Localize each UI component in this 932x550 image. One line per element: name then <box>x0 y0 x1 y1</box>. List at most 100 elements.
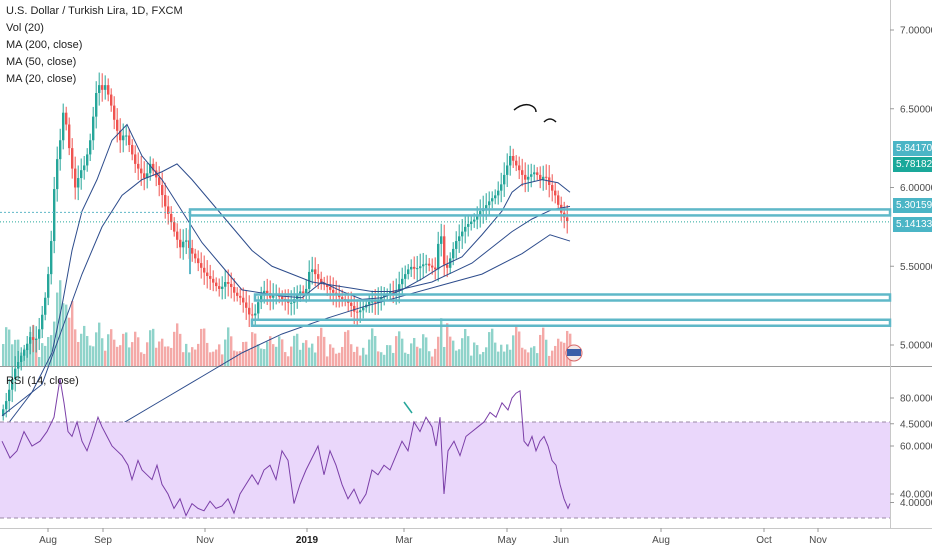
candle-body <box>404 274 407 279</box>
time-tick-label: Mar <box>395 535 413 546</box>
candle-body <box>248 307 251 315</box>
volume-bar <box>527 352 530 366</box>
volume-bar <box>200 328 203 366</box>
volume-bar <box>545 339 548 366</box>
candle-body <box>242 297 245 303</box>
pattern-arc-2[interactable] <box>543 118 557 123</box>
candle-body <box>125 135 128 137</box>
volume-bar <box>524 349 527 366</box>
price-pane[interactable] <box>0 0 890 366</box>
volume-bar <box>305 340 308 366</box>
candle-body <box>266 290 269 294</box>
candle-body <box>443 236 446 265</box>
volume-bar <box>494 342 497 366</box>
candle-body <box>350 302 353 306</box>
candle-body <box>8 389 11 402</box>
volume-bar <box>299 349 302 366</box>
price-tick-label: 6.00000 <box>900 183 932 194</box>
candle-body <box>425 263 428 265</box>
legend-ma20[interactable]: MA (20, close) <box>6 73 77 85</box>
volume-bar <box>137 337 140 366</box>
candle-body <box>518 165 521 171</box>
volume-bar <box>266 341 269 366</box>
volume-bar <box>284 352 287 366</box>
candle-body <box>542 176 545 180</box>
candle-body <box>470 221 473 225</box>
legend-ma50[interactable]: MA (50, close) <box>6 56 77 68</box>
candle-body <box>398 284 401 291</box>
volume-bar <box>458 349 461 366</box>
volume-bar <box>434 348 437 366</box>
legend-ma200[interactable]: MA (200, close) <box>6 39 83 51</box>
rsi-label[interactable]: RSI (14, close) <box>6 375 79 387</box>
candle-body <box>128 135 131 145</box>
candle-body <box>224 282 227 287</box>
volume-bar <box>476 345 479 366</box>
volume-bar <box>269 336 272 366</box>
candle-body <box>332 289 335 293</box>
volume-bar <box>425 337 428 366</box>
candle-series[interactable] <box>2 72 569 421</box>
volume-bar <box>518 331 521 366</box>
candle-body <box>536 172 539 175</box>
candle-body <box>32 337 35 340</box>
candle-body <box>356 311 359 313</box>
volume-bar <box>356 346 359 366</box>
volume-bar <box>338 352 341 366</box>
candle-body <box>56 159 59 190</box>
candle-body <box>431 265 434 268</box>
volume-bar <box>206 342 209 366</box>
candle-body <box>479 211 482 216</box>
volume-bar <box>392 352 395 366</box>
price-tick-label: 4.00000 <box>900 498 932 509</box>
candle-body <box>122 135 125 141</box>
candle-body <box>254 313 257 316</box>
time-tick-label: Aug <box>652 535 670 546</box>
volume-bar <box>347 330 350 366</box>
volume-bar <box>260 348 263 366</box>
candle-body <box>152 163 155 171</box>
candle-body <box>92 116 95 141</box>
candle-body <box>98 85 101 93</box>
volume-bar <box>308 347 311 366</box>
candle-body <box>368 301 371 305</box>
candle-body <box>50 241 53 275</box>
candle-body <box>110 94 113 106</box>
volume-bar <box>341 346 344 366</box>
volume-bar <box>560 341 563 366</box>
candle-body <box>149 163 152 174</box>
candle-body <box>353 305 356 312</box>
volume-bar <box>218 344 221 366</box>
pattern-arc-1[interactable] <box>513 103 537 113</box>
volume-bar <box>107 334 110 366</box>
volume-bar <box>440 318 443 366</box>
candle-body <box>71 148 74 169</box>
rsi-line[interactable] <box>1 378 571 517</box>
candle-body <box>455 241 458 249</box>
level-rect-5.30159[interactable] <box>253 293 892 302</box>
level-rect-5.14133[interactable] <box>250 318 892 327</box>
ma50-line[interactable] <box>1 163 571 417</box>
time-tick-label: Nov <box>196 535 214 546</box>
volume-bar <box>431 356 434 366</box>
candle-body <box>374 301 377 303</box>
last-price-tag: 5.78182 <box>893 157 932 172</box>
candle-body <box>131 144 134 155</box>
ma20-line[interactable] <box>1 123 571 432</box>
candle-body <box>290 302 293 304</box>
price-tick-label: 5.50000 <box>900 262 932 273</box>
volume-bar <box>86 336 89 366</box>
candle-body <box>239 295 242 298</box>
candle-body <box>26 343 29 351</box>
candle-body <box>89 140 92 155</box>
volume-bar <box>503 351 506 366</box>
candle-body <box>338 295 341 298</box>
volume-bar <box>344 331 347 366</box>
candle-body <box>464 226 467 232</box>
candle-body <box>161 184 164 196</box>
legend-vol[interactable]: Vol (20) <box>6 22 44 34</box>
volume-bar <box>185 343 188 366</box>
candle-body <box>524 174 527 180</box>
rsi-annotation-line[interactable] <box>403 401 413 414</box>
